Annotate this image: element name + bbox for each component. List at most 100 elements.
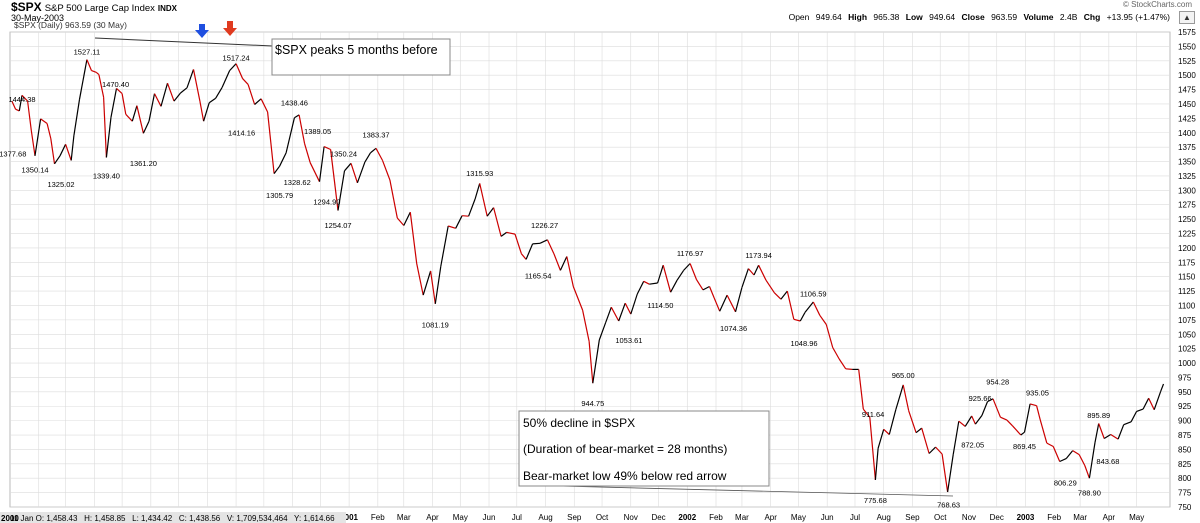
price-label: 1438.46 [281, 99, 308, 108]
price-segment [1110, 433, 1119, 440]
price-segment [254, 98, 262, 105]
symbol: $SPX [11, 0, 42, 14]
x-tick-label: Sep [567, 513, 582, 522]
price-segment [434, 266, 442, 304]
price-segment [479, 183, 488, 217]
price-segment [941, 453, 949, 493]
price-segment [192, 69, 201, 102]
price-segment [636, 281, 645, 295]
copyright: © StockCharts.com [1122, 0, 1192, 9]
price-segment [753, 264, 760, 276]
price-segment [500, 231, 507, 237]
y-axis: 750 775 800 825 850 875 900 925 950 975 1000 1025 10… [1178, 28, 1196, 512]
price-segment [702, 285, 710, 291]
price-segment [318, 146, 325, 182]
price-segment [713, 297, 721, 312]
price-segment [514, 233, 522, 254]
price-segment [877, 429, 885, 449]
y-tick-label: 975 [1178, 373, 1192, 382]
price-segment [695, 279, 704, 291]
chart-header: $SPX S&P 500 Large Cap Index INDX 30-May-2… [0, 0, 1200, 34]
price-label: 1081.19 [422, 320, 449, 329]
price-segment [229, 63, 237, 72]
x-tick-label: Feb [1047, 513, 1061, 522]
price-label: 806.29 [1054, 479, 1077, 488]
price-segment [719, 294, 728, 312]
price-segment [649, 282, 658, 285]
price-segment [804, 301, 814, 313]
price-segment [708, 286, 715, 299]
x-tick-label: Apr [426, 513, 439, 522]
x-tick-label: May [453, 513, 468, 522]
y-tick-label: 1350 [1178, 158, 1196, 167]
price-segment [1153, 391, 1162, 410]
price-segment [27, 101, 32, 131]
price-segment [825, 324, 834, 348]
y-tick-label: 1500 [1178, 71, 1196, 80]
volume-label: Volume [1023, 12, 1054, 22]
price-segment [208, 97, 217, 104]
y-tick-label: 1275 [1178, 201, 1196, 210]
price-segment [858, 369, 864, 410]
price-label: 1173.94 [745, 251, 772, 260]
price-label: 768.63 [937, 500, 960, 509]
corner-label: 2000 [1, 514, 19, 523]
price-segment [1078, 454, 1086, 466]
price-segment [422, 270, 432, 296]
x-tick-label: Apr [764, 513, 777, 522]
price-segment [323, 146, 331, 151]
peak-annotation-box [271, 38, 451, 76]
price-segment [592, 339, 600, 384]
x-tick-label: Oct [596, 513, 609, 522]
price-segment [91, 70, 97, 73]
price-segment [18, 95, 23, 112]
price-label: 1176.97 [677, 249, 704, 258]
decline-title: 50% decline in $SPX [523, 416, 635, 430]
price-segment [1160, 383, 1165, 392]
x-tick-label: May [791, 513, 806, 522]
annotations: $SPX peaks 5 months before 50% decline i… [94, 21, 954, 497]
price-segment [618, 302, 626, 322]
price-segment [908, 410, 917, 433]
x-tick-label: Feb [371, 513, 385, 522]
price-segment [643, 280, 650, 285]
price-segment [786, 290, 795, 320]
price-label: 843.68 [1096, 457, 1119, 466]
price-segment [1098, 423, 1105, 439]
price-segment [1023, 403, 1031, 433]
price-segment [1142, 397, 1150, 410]
price-segment [874, 448, 879, 480]
price-segment [1012, 425, 1022, 436]
triangle-up-icon[interactable]: ▲ [1179, 11, 1195, 24]
price-label: 935.05 [1026, 389, 1049, 398]
x-tick-label: Nov [624, 513, 638, 522]
price-label: 1165.54 [525, 272, 552, 281]
price-segment [1020, 431, 1025, 436]
price-segment [624, 302, 632, 315]
price-segment [298, 114, 306, 144]
open-value: 949.64 [815, 12, 842, 22]
price-segment [869, 417, 876, 480]
price-segment [173, 92, 181, 102]
price-label: 1226.27 [531, 221, 558, 230]
chg-label: Chg [1083, 12, 1101, 22]
price-segment [566, 256, 574, 287]
price-segment [105, 117, 112, 158]
price-segment [553, 253, 561, 271]
y-tick-label: 1175 [1178, 258, 1196, 267]
decline-low: Bear-market low 49% below red arrow [523, 469, 727, 483]
price-label: 1325.02 [47, 180, 74, 189]
price-segment [539, 239, 548, 244]
x-tick-label: Jul [850, 513, 860, 522]
price-segment [330, 149, 339, 211]
close-label: Close [961, 12, 985, 22]
price-segment [180, 87, 188, 94]
price-segment [1130, 411, 1138, 423]
price-segment [974, 415, 983, 425]
price-segment [981, 401, 989, 416]
x-tick-label: 2002 [678, 513, 696, 522]
price-segment [1123, 421, 1132, 426]
price-segment [915, 427, 923, 434]
y-tick-label: 1050 [1178, 330, 1196, 339]
y-tick-label: 1525 [1178, 57, 1196, 66]
